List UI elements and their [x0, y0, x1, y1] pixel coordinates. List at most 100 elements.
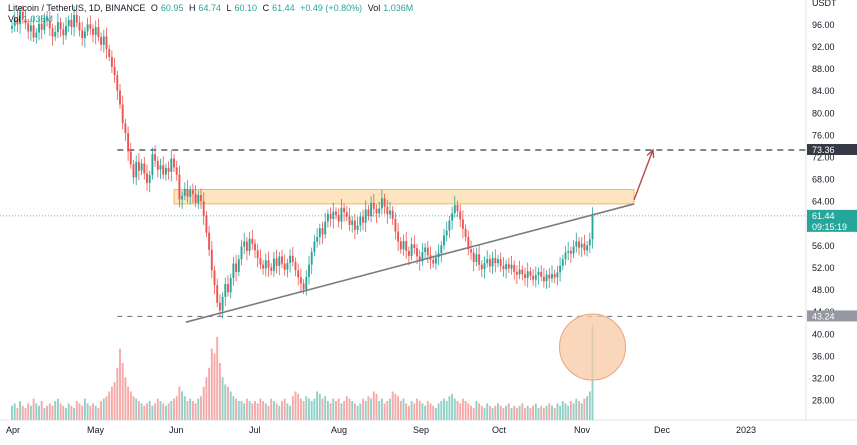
candle-body: [402, 240, 405, 250]
volume-bar: [11, 405, 13, 420]
volume-bar: [189, 398, 192, 420]
candle-body: [540, 271, 543, 277]
volume-bar: [434, 408, 437, 420]
volume-bar: [38, 405, 40, 420]
candle-body: [146, 173, 148, 183]
candle-body: [556, 272, 559, 278]
volume-bar: [432, 405, 435, 420]
candle-body: [46, 17, 49, 21]
volume-bar: [586, 396, 589, 420]
volume-bar: [205, 377, 208, 420]
candle-body: [534, 275, 537, 280]
y-tick-label: 48.00: [812, 285, 835, 295]
candle-body: [191, 190, 194, 194]
price-axis-title: USDT: [812, 0, 837, 8]
volume-bar: [556, 403, 559, 420]
candle-body: [475, 254, 478, 262]
volume-bar: [583, 398, 586, 420]
candle-body: [70, 19, 73, 28]
high-value: 64.74: [198, 3, 221, 13]
volume-bar: [100, 401, 103, 420]
volume-bar: [156, 398, 159, 420]
symbol-title: Litecoin / TetherUS, 1D, BINANCE: [8, 3, 146, 13]
volume-bar: [78, 403, 81, 420]
candle-body: [445, 230, 448, 236]
candle-body: [548, 274, 551, 279]
candle-body: [380, 198, 383, 209]
candle-body: [213, 270, 216, 286]
candle-body: [289, 255, 292, 264]
candle-body: [413, 244, 416, 249]
level-label-upper-bg: [807, 143, 857, 155]
volume-bar: [580, 403, 583, 420]
volume-bar: [224, 384, 227, 420]
volume-bar: [488, 405, 491, 420]
candle-body: [321, 228, 324, 235]
volume-bar: [343, 401, 346, 420]
volume-bar: [510, 408, 513, 420]
candle-body: [202, 201, 205, 216]
candle-body: [588, 239, 591, 246]
volume-bar: [335, 401, 337, 420]
volume-bar: [81, 405, 84, 420]
volume-bar: [497, 403, 499, 420]
candle-body: [461, 219, 464, 229]
candle-body: [559, 265, 562, 273]
y-tick-label: 36.00: [812, 351, 835, 361]
candle-body: [586, 245, 589, 251]
candle-body: [254, 243, 256, 251]
volume-bar: [97, 408, 100, 420]
candle-body: [283, 263, 286, 270]
volume-bar: [200, 396, 202, 420]
x-tick-label: 2023: [736, 425, 756, 435]
candle-body: [272, 258, 275, 271]
candle-body: [38, 23, 40, 33]
volume-bar: [19, 401, 22, 420]
volume-bar: [124, 377, 127, 420]
close-label: C: [262, 3, 270, 13]
candle-body: [83, 31, 86, 39]
candle-body: [569, 250, 572, 254]
volume-bar: [351, 401, 354, 420]
candle-body: [159, 165, 162, 170]
candle-body: [537, 271, 540, 276]
candle-body: [424, 247, 427, 252]
candle-body: [572, 246, 575, 254]
candle-body: [181, 195, 184, 200]
candle-body: [294, 261, 297, 271]
candle-body: [164, 168, 167, 175]
volume-bar: [216, 336, 219, 420]
candle-body: [218, 302, 221, 311]
volume-bar: [89, 405, 92, 420]
volume-bar: [229, 391, 232, 420]
volume-bar: [167, 403, 170, 420]
volume-bar: [515, 408, 518, 420]
volume-bar: [464, 401, 467, 420]
volume-bar: [534, 403, 537, 420]
candle-body: [54, 32, 57, 37]
volume-bar: [43, 408, 46, 420]
y-tick-label: 88.00: [812, 64, 835, 74]
volume-bar: [316, 391, 319, 420]
level-label-upper: 73.36: [812, 145, 835, 155]
volume-bar: [162, 403, 165, 420]
candle-body: [240, 246, 243, 260]
candle-body: [73, 14, 76, 28]
candle-body: [364, 209, 367, 223]
volume-bar: [105, 396, 108, 420]
volume-bar: [518, 405, 521, 420]
volume-bar: [267, 405, 270, 420]
volume-bar: [102, 398, 105, 420]
candle-body: [578, 241, 580, 248]
volume-bar: [62, 405, 65, 420]
volume-bar: [588, 391, 591, 420]
volume-bar: [308, 398, 310, 420]
candle-body: [337, 214, 340, 222]
volume-bar: [302, 401, 305, 420]
volume-bar: [532, 405, 535, 420]
volume-bar: [151, 405, 154, 420]
volume-bar: [524, 408, 526, 420]
volume-bar: [359, 403, 362, 420]
